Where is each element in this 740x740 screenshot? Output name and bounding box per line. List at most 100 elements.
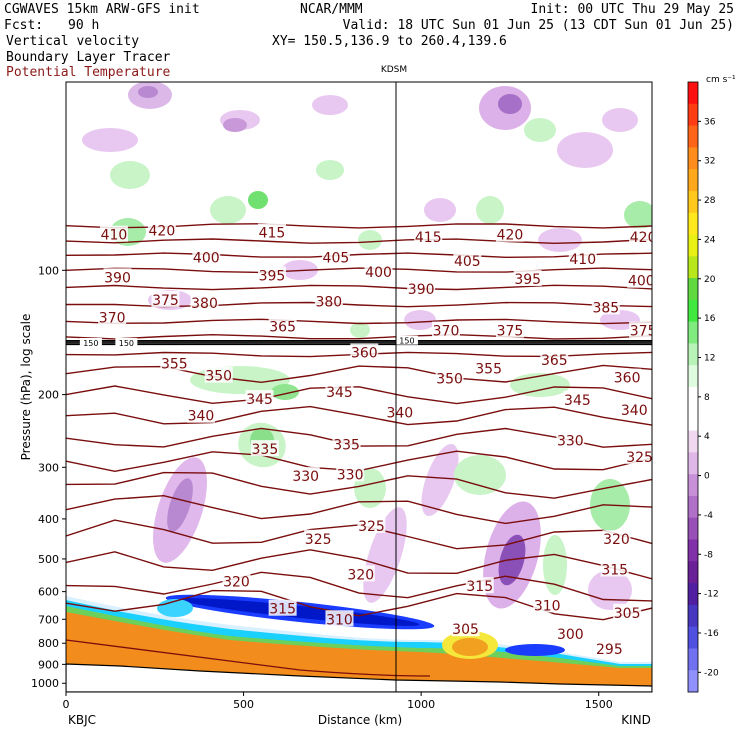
theta-small-label: 150: [83, 339, 98, 348]
theta-label-bg: [291, 467, 320, 484]
theta-label: 325: [626, 450, 653, 466]
colorbar-swatch: [688, 583, 698, 606]
y-tick-label: 400: [38, 513, 59, 526]
field-potential-temperature: Potential Temperature: [6, 65, 171, 80]
theta-small-label: 150: [399, 337, 414, 346]
descent-blob: [602, 108, 638, 132]
theta-label-bg: [627, 271, 652, 288]
theta-label: 380: [191, 296, 218, 312]
colorbar-swatch: [688, 234, 698, 257]
theta-label: 305: [614, 606, 641, 622]
theta-label: 415: [259, 225, 286, 241]
field-vertical-velocity: Vertical velocity: [6, 34, 140, 49]
theta-label: 320: [223, 574, 250, 590]
theta-label: 295: [596, 642, 623, 658]
theta-contour: [66, 333, 652, 340]
colorbar-swatch: [688, 670, 698, 693]
ascent-blob: [210, 196, 246, 224]
theta-label-bg: [151, 290, 180, 307]
kdsm-label: KDSM: [381, 65, 407, 75]
plot-area: 410 420 415 415 420 420 400 405 405 410 390 395 400 3…: [66, 82, 657, 692]
colorbar-swatch: [688, 561, 698, 584]
theta-label-bg: [336, 465, 365, 482]
theta-label-bg: [465, 577, 494, 594]
theta-label: 400: [193, 250, 220, 266]
theta-label: 385: [592, 300, 619, 316]
org-label: NCAR/MMM: [300, 2, 363, 17]
theta-label-bg: [268, 599, 297, 616]
y-tick-label: 1000: [31, 677, 59, 690]
theta-label-bg: [407, 280, 436, 297]
theta-contour: [66, 589, 652, 621]
descent-blob: [538, 228, 582, 252]
theta-label-bg: [222, 572, 251, 589]
theta-contour: [66, 284, 652, 291]
colorbar-swatch: [688, 387, 698, 410]
theta-label-bg: [613, 603, 642, 620]
theta-label: 345: [564, 393, 591, 409]
theta-label-bg: [250, 440, 279, 457]
tracer-warm-spot: [452, 638, 488, 656]
theta-label-bg: [332, 435, 361, 452]
theta-label: 350: [436, 372, 463, 388]
theta-label: 405: [323, 250, 350, 266]
theta-label-bg: [533, 596, 562, 613]
theta-label: 315: [601, 562, 628, 578]
x-axis: 0 500 1000 1500: [63, 692, 613, 711]
x-tick-label: 1000: [407, 698, 435, 711]
theta-label-bg: [204, 366, 233, 383]
descent-blob: [223, 118, 247, 132]
colorbar-swatch: [688, 495, 698, 519]
y-tick-label: 200: [38, 389, 59, 402]
theta-label-bg: [192, 248, 221, 265]
y-tick-label: 600: [38, 586, 59, 599]
theta-label: 305: [452, 622, 479, 638]
x-tick-label: 1500: [585, 698, 613, 711]
theta-label-bg: [591, 298, 620, 315]
theta-label-bg: [325, 382, 354, 399]
theta-label: 325: [305, 532, 332, 548]
theta-label-bg: [556, 431, 585, 448]
theta-label-bg: [453, 252, 482, 269]
colorbar-swatch: [688, 343, 698, 366]
theta-contour: [66, 385, 652, 405]
y-axis-label: Pressure (hPa), log scale: [19, 314, 33, 461]
colorbar-tick-label: -16: [704, 629, 719, 639]
theta-label-bg: [103, 268, 132, 285]
theta-label: 420: [149, 223, 176, 239]
theta-label: 395: [259, 269, 286, 285]
theta-label-bg: [540, 351, 569, 368]
theta-label: 365: [541, 353, 568, 369]
colorbar-tick-label: 8: [704, 393, 710, 403]
theta-label: 380: [315, 294, 342, 310]
descent-blob: [138, 86, 158, 98]
left-station-label: KBJC: [68, 713, 96, 727]
colorbar-swatch: [688, 212, 698, 235]
init-time: Init: 00 UTC Thu 29 May 25: [530, 2, 735, 17]
theta-label: 310: [326, 612, 353, 628]
theta-label-bg: [314, 292, 343, 309]
theta-label: 350: [205, 369, 232, 385]
ascent-blob: [476, 196, 504, 224]
theta-label: 325: [358, 519, 385, 535]
surface-theta-line: [66, 639, 431, 677]
theta-label-bg: [350, 343, 379, 360]
ascent-blob: [358, 230, 382, 250]
forecast-label: Fcst:: [4, 18, 44, 33]
colorbar-swatch: [688, 321, 698, 344]
terrain: [66, 663, 652, 692]
theta-label: 340: [386, 406, 413, 422]
y-axis: 100 200 300 400 500 600 700 800 900 1000: [31, 264, 66, 690]
theta-label-bg: [629, 227, 652, 244]
descent-blob: [424, 198, 456, 222]
theta-label: 310: [534, 598, 561, 614]
theta-label-bg: [357, 516, 386, 533]
theta-label: 390: [104, 270, 131, 286]
colorbar-swatch: [688, 604, 698, 628]
tracer-blue-tongue: [505, 644, 565, 656]
theta-contour: [66, 494, 652, 525]
colorbar-tick-label: -12: [704, 590, 719, 600]
theta-label-bg: [385, 403, 414, 420]
theta-label: 420: [497, 228, 524, 244]
theta-label: 375: [630, 324, 657, 340]
